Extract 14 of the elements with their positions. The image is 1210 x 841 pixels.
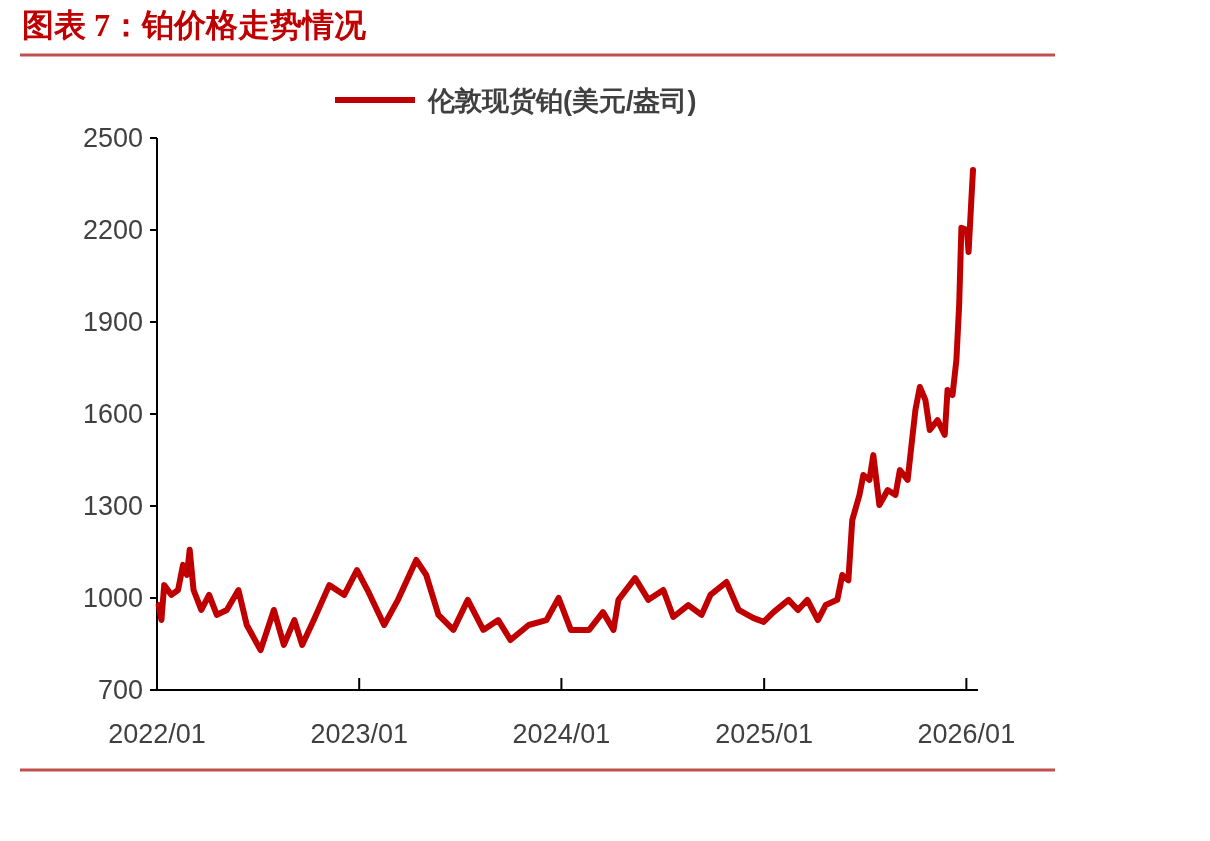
x-tick-label: 2022/01 [108,719,206,749]
legend-label: 伦敦现货铂(美元/盎司) [427,86,697,116]
y-tick-label: 2500 [82,123,143,153]
y-tick-label: 700 [97,675,143,705]
y-tick-label: 2200 [82,215,143,245]
x-tick-label: 2025/01 [715,719,813,749]
y-tick-label: 1600 [82,399,143,429]
chart-title: 图表 7：铂价格走势情况 [22,7,367,43]
x-tick-label: 2026/01 [917,719,1016,749]
y-tick-label: 1300 [82,491,143,521]
y-tick-label: 1900 [82,307,143,337]
x-tick-label: 2024/01 [512,719,611,749]
y-tick-label: 1000 [82,583,143,613]
x-tick-label: 2023/01 [310,719,409,749]
